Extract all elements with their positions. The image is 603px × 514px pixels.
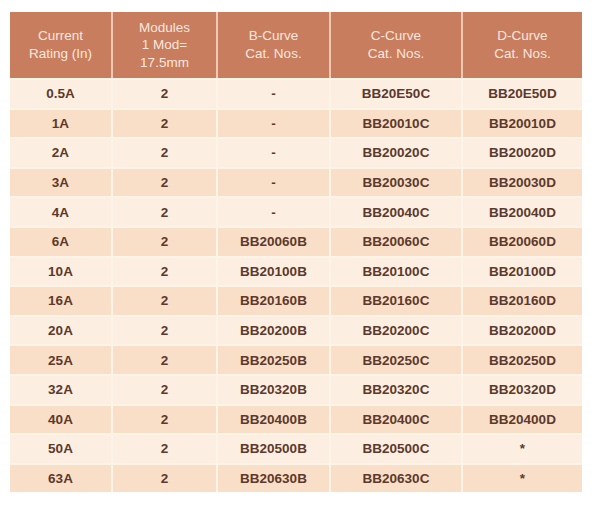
cell-d-curve: BB20250D xyxy=(463,344,582,374)
cell-d-curve: BB20320D xyxy=(463,374,582,404)
cell-modules: 2 xyxy=(113,285,218,315)
table-row: 32A2BB20320BBB20320CBB20320D xyxy=(10,374,582,404)
cell-modules: 2 xyxy=(113,196,218,226)
cell-modules: 2 xyxy=(113,137,218,167)
cell-c-curve: BB20E50C xyxy=(331,78,463,108)
table-row: 16A2BB20160BBB20160CBB20160D xyxy=(10,285,582,315)
cell-current-rating: 16A xyxy=(10,285,113,315)
cell-c-curve: BB20630C xyxy=(331,463,463,493)
table-row: 20A2BB20200BBB20200CBB20200D xyxy=(10,315,582,345)
header-cell-modules: Modules 1 Mod= 17.5mm xyxy=(113,12,218,78)
cell-d-curve: BB20400D xyxy=(463,404,582,434)
cell-b-curve: - xyxy=(218,108,331,138)
cell-b-curve: BB20320B xyxy=(218,374,331,404)
table-row: 25A2BB20250BBB20250CBB20250D xyxy=(10,344,582,374)
table-row: 0.5A2-BB20E50CBB20E50D xyxy=(10,78,582,108)
cell-current-rating: 1A xyxy=(10,108,113,138)
cell-modules: 2 xyxy=(113,344,218,374)
header-cell-c-curve: C-Curve Cat. Nos. xyxy=(331,12,463,78)
cell-d-curve: BB20040D xyxy=(463,196,582,226)
cell-b-curve: BB20500B xyxy=(218,433,331,463)
cell-b-curve: BB20400B xyxy=(218,404,331,434)
cell-b-curve: BB20160B xyxy=(218,285,331,315)
cell-c-curve: BB20320C xyxy=(331,374,463,404)
cell-d-curve: * xyxy=(463,433,582,463)
cell-d-curve: BB20060D xyxy=(463,226,582,256)
cell-d-curve: BB20E50D xyxy=(463,78,582,108)
cell-d-curve: BB20010D xyxy=(463,108,582,138)
cell-c-curve: BB20010C xyxy=(331,108,463,138)
cell-c-curve: BB20250C xyxy=(331,344,463,374)
cell-current-rating: 25A xyxy=(10,344,113,374)
cell-current-rating: 4A xyxy=(10,196,113,226)
cell-d-curve: BB20030D xyxy=(463,167,582,197)
cell-b-curve: BB20200B xyxy=(218,315,331,345)
cell-d-curve: BB20160D xyxy=(463,285,582,315)
table-row: 2A2-BB20020CBB20020D xyxy=(10,137,582,167)
cell-current-rating: 40A xyxy=(10,404,113,434)
cell-current-rating: 6A xyxy=(10,226,113,256)
table-row: 63A2BB20630BBB20630C* xyxy=(10,463,582,493)
cell-current-rating: 32A xyxy=(10,374,113,404)
table-row: 3A2-BB20030CBB20030D xyxy=(10,167,582,197)
cell-modules: 2 xyxy=(113,167,218,197)
cell-d-curve: BB20200D xyxy=(463,315,582,345)
table-row: 40A2BB20400BBB20400CBB20400D xyxy=(10,404,582,434)
cell-b-curve: BB20630B xyxy=(218,463,331,493)
cell-modules: 2 xyxy=(113,256,218,286)
cell-c-curve: BB20020C xyxy=(331,137,463,167)
cell-current-rating: 63A xyxy=(10,463,113,493)
catalog-table: Current Rating (In) Modules 1 Mod= 17.5m… xyxy=(10,12,582,492)
table-row: 1A2-BB20010CBB20010D xyxy=(10,108,582,138)
cell-current-rating: 0.5A xyxy=(10,78,113,108)
cell-c-curve: BB20100C xyxy=(331,256,463,286)
cell-b-curve: BB20100B xyxy=(218,256,331,286)
cell-modules: 2 xyxy=(113,374,218,404)
cell-current-rating: 20A xyxy=(10,315,113,345)
header-cell-b-curve: B-Curve Cat. Nos. xyxy=(218,12,331,78)
cell-c-curve: BB20030C xyxy=(331,167,463,197)
cell-c-curve: BB20160C xyxy=(331,285,463,315)
table-row: 10A2BB20100BBB20100CBB20100D xyxy=(10,256,582,286)
cell-c-curve: BB20200C xyxy=(331,315,463,345)
cell-current-rating: 2A xyxy=(10,137,113,167)
cell-c-curve: BB20500C xyxy=(331,433,463,463)
cell-c-curve: BB20400C xyxy=(331,404,463,434)
page: Current Rating (In) Modules 1 Mod= 17.5m… xyxy=(0,0,603,514)
cell-d-curve: BB20100D xyxy=(463,256,582,286)
table-row: 6A2BB20060BBB20060CBB20060D xyxy=(10,226,582,256)
cell-current-rating: 3A xyxy=(10,167,113,197)
cell-current-rating: 10A xyxy=(10,256,113,286)
cell-modules: 2 xyxy=(113,315,218,345)
cell-d-curve: BB20020D xyxy=(463,137,582,167)
header-cell-current-rating: Current Rating (In) xyxy=(10,12,113,78)
cell-b-curve: - xyxy=(218,196,331,226)
cell-b-curve: - xyxy=(218,78,331,108)
cell-modules: 2 xyxy=(113,404,218,434)
cell-b-curve: - xyxy=(218,137,331,167)
cell-modules: 2 xyxy=(113,226,218,256)
table-row: 50A2BB20500BBB20500C* xyxy=(10,433,582,463)
table-body: 0.5A2-BB20E50CBB20E50D1A2-BB20010CBB2001… xyxy=(10,78,582,492)
header-cell-d-curve: D-Curve Cat. Nos. xyxy=(463,12,582,78)
cell-modules: 2 xyxy=(113,433,218,463)
cell-b-curve: - xyxy=(218,167,331,197)
header-row: Current Rating (In) Modules 1 Mod= 17.5m… xyxy=(10,12,582,78)
cell-b-curve: BB20060B xyxy=(218,226,331,256)
cell-current-rating: 50A xyxy=(10,433,113,463)
cell-c-curve: BB20040C xyxy=(331,196,463,226)
table-row: 4A2-BB20040CBB20040D xyxy=(10,196,582,226)
cell-modules: 2 xyxy=(113,78,218,108)
cell-modules: 2 xyxy=(113,463,218,493)
cell-modules: 2 xyxy=(113,108,218,138)
cell-d-curve: * xyxy=(463,463,582,493)
cell-b-curve: BB20250B xyxy=(218,344,331,374)
cell-c-curve: BB20060C xyxy=(331,226,463,256)
